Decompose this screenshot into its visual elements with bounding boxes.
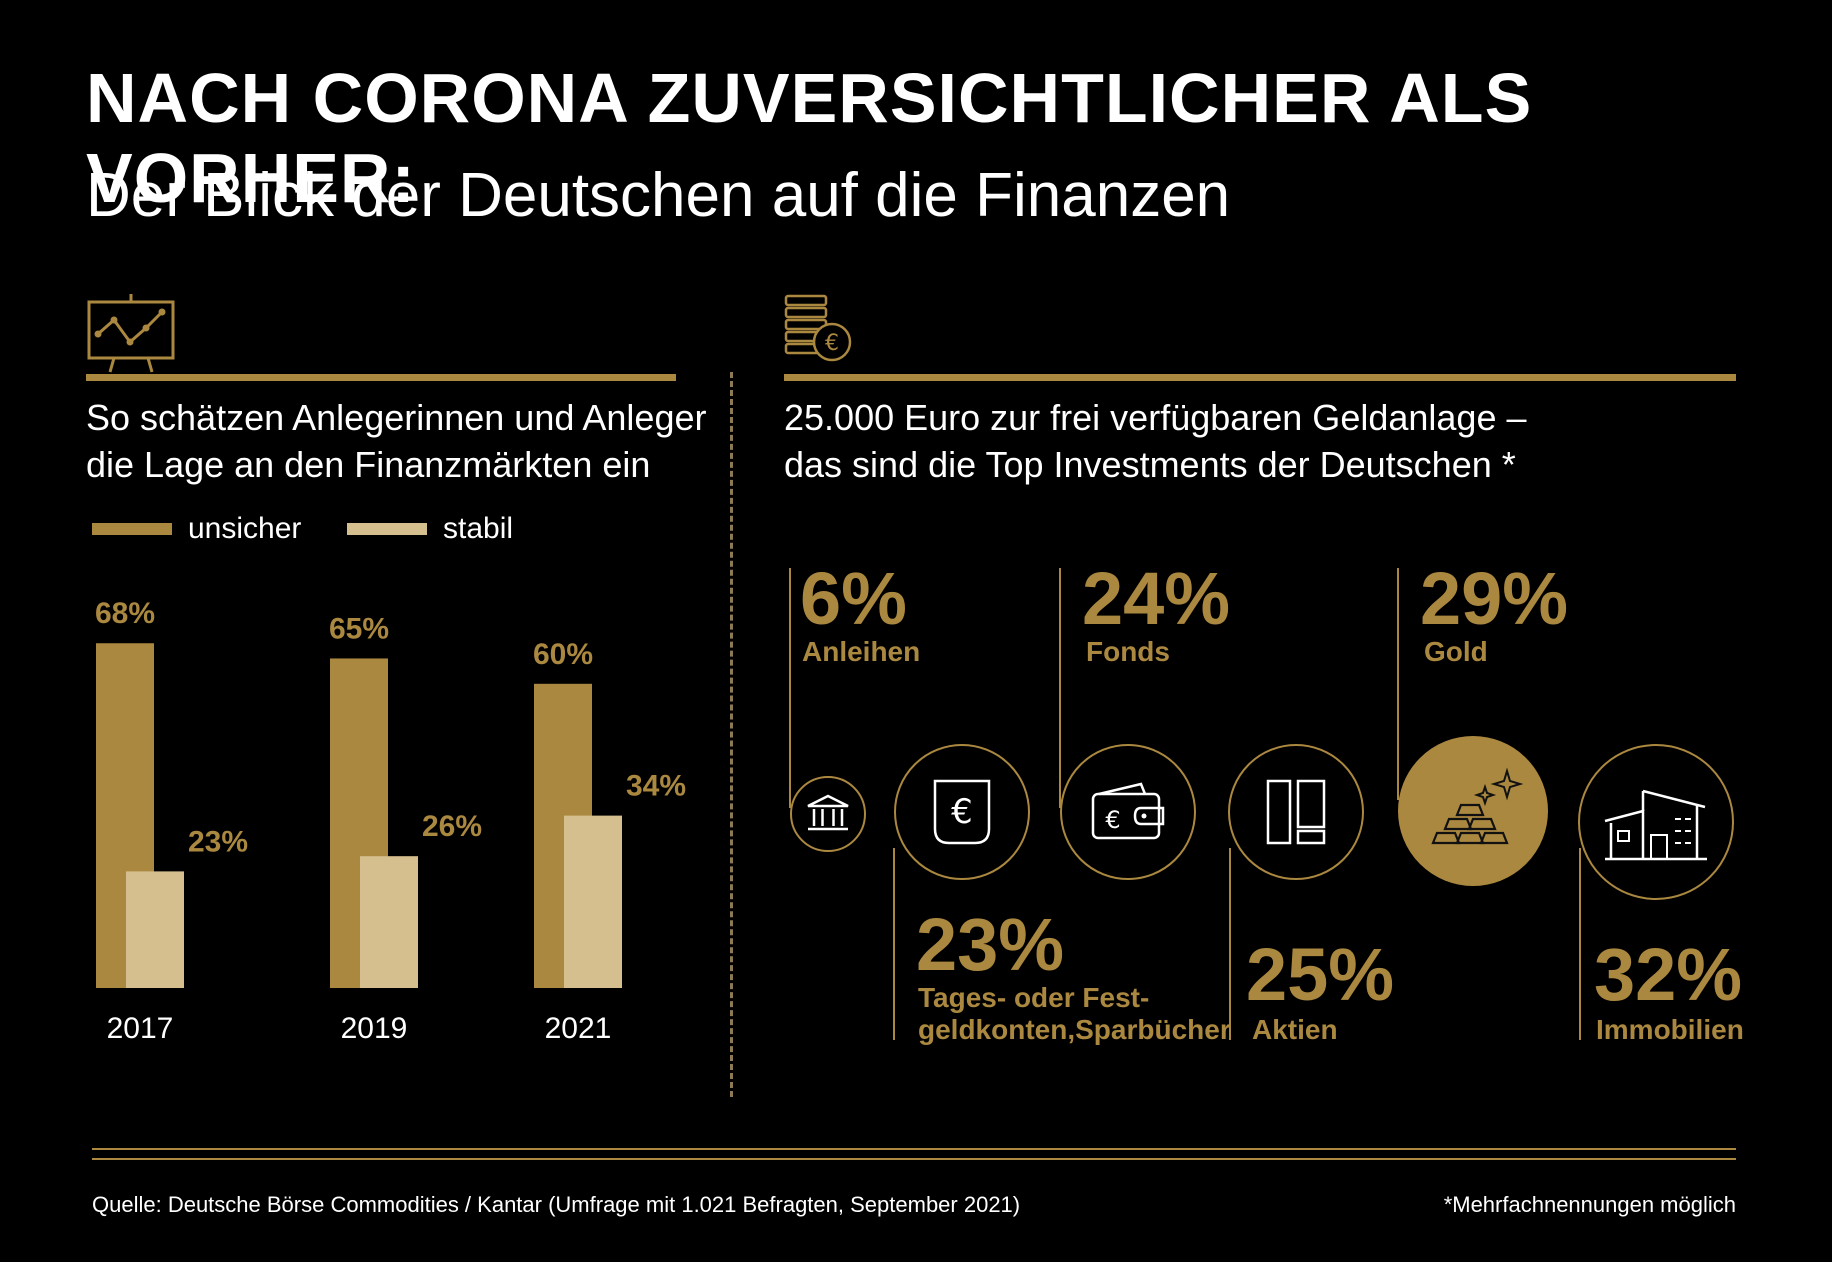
legend-label-unsicher: unsicher	[188, 512, 302, 545]
legend-swatch-unsicher	[92, 523, 172, 535]
x-tick-label-2017: 2017	[107, 1012, 174, 1045]
aktien-connector	[1229, 848, 1231, 1040]
documents-icon	[1266, 779, 1326, 845]
fonds-percent: 24%	[1082, 557, 1231, 640]
data-label-stabil-2017: 23%	[188, 825, 248, 858]
aktien-percent: 25%	[1246, 933, 1395, 1016]
fonds-connector	[1059, 568, 1061, 808]
left-text-line1: So schätzen Anlegerinnen und Anleger	[86, 397, 707, 438]
tagesgeld-percent: 23%	[916, 903, 1065, 986]
fonds-label: Fonds	[1086, 636, 1170, 667]
bar-chart: 68% 23% 2017 65% 26% 2019 60% 34% 2021	[95, 597, 686, 1045]
x-tick-label-2019: 2019	[341, 1012, 408, 1045]
page-subtitle: Der Blick der Deutschen auf die Finanzen	[86, 161, 1231, 230]
legend-stabil: stabil	[347, 512, 513, 546]
tagesgeld-label: Tages- oder Fest- geldkonten,Sparbücher	[918, 982, 1231, 1046]
svg-text:€: €	[951, 792, 973, 832]
source-text: Quelle: Deutsche Börse Commodities / Kan…	[92, 1192, 1021, 1217]
coins-euro-icon: €	[784, 294, 852, 362]
left-gold-rule	[86, 374, 676, 381]
svg-text:€: €	[825, 331, 839, 356]
gold-connector	[1397, 568, 1399, 800]
svg-text:€: €	[1105, 806, 1120, 834]
house-circle	[1578, 744, 1734, 900]
wallet-circle: €	[1060, 744, 1196, 880]
gold-circle	[1398, 736, 1548, 886]
euro-pocket-circle: €	[894, 744, 1030, 880]
immobilien-label: Immobilien	[1596, 1014, 1744, 1045]
right-text-line2: das sind die Top Investments der Deutsch…	[784, 444, 1516, 485]
tagesgeld-label-line1: Tages- oder Fest-	[918, 982, 1150, 1013]
anleihen-percent: 6%	[800, 557, 907, 640]
gold-percent: 29%	[1420, 557, 1569, 640]
immobilien-percent: 32%	[1594, 933, 1743, 1016]
bank-icon	[807, 794, 849, 831]
legend-unsicher: unsicher	[92, 512, 301, 546]
aktien-label: Aktien	[1252, 1014, 1338, 1045]
anleihen-connector	[789, 568, 791, 808]
right-section-text: 25.000 Euro zur frei verfügbaren Geldanl…	[784, 394, 1526, 488]
data-label-unsicher-2019: 65%	[329, 612, 389, 645]
footer-rule-bottom	[92, 1158, 1736, 1160]
immobilien-connector	[1579, 848, 1581, 1040]
bar-stabil-2021	[564, 815, 622, 988]
bar-stabil-2019	[360, 856, 418, 988]
tagesgeld-label-line2: geldkonten,Sparbücher	[918, 1014, 1231, 1045]
x-tick-label-2021: 2021	[545, 1012, 612, 1045]
page-title: NACH CORONA ZUVERSICHTLICHER ALS VORHER:	[86, 59, 1533, 217]
legend-swatch-stabil	[347, 523, 427, 535]
gold-bars-icon	[1431, 767, 1523, 845]
left-text-line2: die Lage an den Finanzmärkten ein	[86, 444, 651, 485]
gold-label: Gold	[1424, 636, 1488, 667]
documents-circle	[1228, 744, 1364, 880]
anleihen-label: Anleihen	[802, 636, 921, 667]
data-label-unsicher-2021: 60%	[533, 638, 593, 671]
right-text-line1: 25.000 Euro zur frei verfügbaren Geldanl…	[784, 397, 1527, 438]
footnote-text: *Mehrfachnennungen möglich	[1443, 1192, 1736, 1217]
bar-stabil-2017	[126, 871, 184, 988]
bank-circle	[790, 776, 866, 852]
euro-pocket-icon: €	[933, 779, 991, 845]
presentation-chart-icon	[87, 294, 175, 373]
right-gold-rule	[784, 374, 1736, 381]
data-label-stabil-2019: 26%	[422, 810, 482, 843]
section-divider	[730, 372, 733, 1097]
tagesgeld-connector	[893, 848, 895, 1040]
legend-label-stabil: stabil	[443, 512, 514, 545]
footer-rule-top	[92, 1148, 1736, 1150]
wallet-icon: €	[1091, 782, 1165, 840]
left-section-text: So schätzen Anlegerinnen und Anleger die…	[86, 394, 706, 488]
house-icon	[1604, 789, 1707, 861]
data-label-stabil-2021: 34%	[626, 770, 686, 803]
data-label-unsicher-2017: 68%	[95, 597, 155, 630]
